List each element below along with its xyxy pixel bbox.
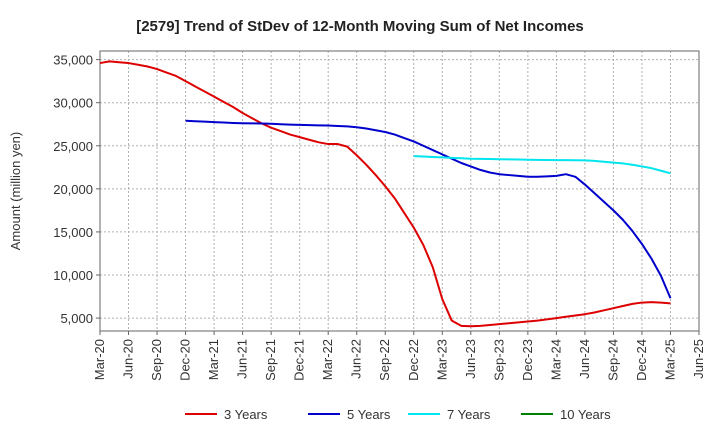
legend-label-7-years: 7 Years	[447, 407, 491, 422]
x-tick-label: Dec-24	[634, 339, 649, 381]
y-tick-label: 25,000	[53, 139, 93, 154]
x-tick-label: Mar-25	[662, 339, 677, 380]
y-tick-label: 20,000	[53, 182, 93, 197]
y-axis-label: Amount (million yen)	[8, 132, 23, 251]
y-tick-label: 35,000	[53, 53, 93, 68]
x-tick-label: Mar-21	[206, 339, 221, 380]
x-tick-label: Mar-20	[92, 339, 107, 380]
x-tick-label: Dec-23	[520, 339, 535, 381]
legend-label-10-years: 10 Years	[560, 407, 611, 422]
x-tick-label: Sep-22	[377, 339, 392, 381]
x-tick-label: Dec-20	[178, 339, 193, 381]
x-tick-label: Mar-24	[548, 339, 563, 380]
y-tick-label: 15,000	[53, 225, 93, 240]
gridlines	[100, 51, 699, 331]
x-tick-label: Dec-22	[406, 339, 421, 381]
series-line-7-years	[413, 155, 671, 175]
x-tick-label: Sep-20	[149, 339, 164, 381]
x-tick-label: Mar-22	[320, 339, 335, 380]
x-tick-label: Jun-22	[349, 339, 364, 379]
series-line-5-years	[185, 119, 672, 299]
x-axis-ticks: Mar-20 Jun-20 Sep-20 Dec-20 Mar-21 Jun-21 Sep-…	[92, 331, 706, 381]
series-lines	[99, 60, 672, 328]
x-tick-label: Dec-21	[292, 339, 307, 381]
x-tick-label: Jun-21	[235, 339, 250, 379]
x-tick-label: Sep-23	[491, 339, 506, 381]
chart-title: [2579] Trend of StDev of 12-Month Moving…	[136, 18, 584, 35]
x-tick-label: Sep-21	[263, 339, 278, 381]
legend-label-5-years: 5 Years	[347, 407, 391, 422]
legend: 3 Years 5 Years 7 Years 10 Years	[185, 407, 611, 422]
x-tick-label: Jun-20	[121, 339, 136, 379]
legend-label-3-years: 3 Years	[224, 407, 268, 422]
series-line-3-years	[99, 60, 671, 328]
y-tick-label: 30,000	[53, 96, 93, 111]
x-tick-label: Jun-23	[463, 339, 478, 379]
x-tick-label: Jun-24	[577, 339, 592, 379]
y-tick-label: 5,000	[60, 311, 93, 326]
plot-area-frame	[99, 50, 700, 332]
x-tick-label: Mar-23	[434, 339, 449, 380]
y-axis-ticks: 5,000 10,000 15,000 20,000 25,000 30,000 35,00…	[53, 53, 100, 326]
y-tick-label: 10,000	[53, 268, 93, 283]
x-tick-label: Jun-25	[691, 339, 706, 379]
x-tick-label: Sep-24	[605, 339, 620, 381]
